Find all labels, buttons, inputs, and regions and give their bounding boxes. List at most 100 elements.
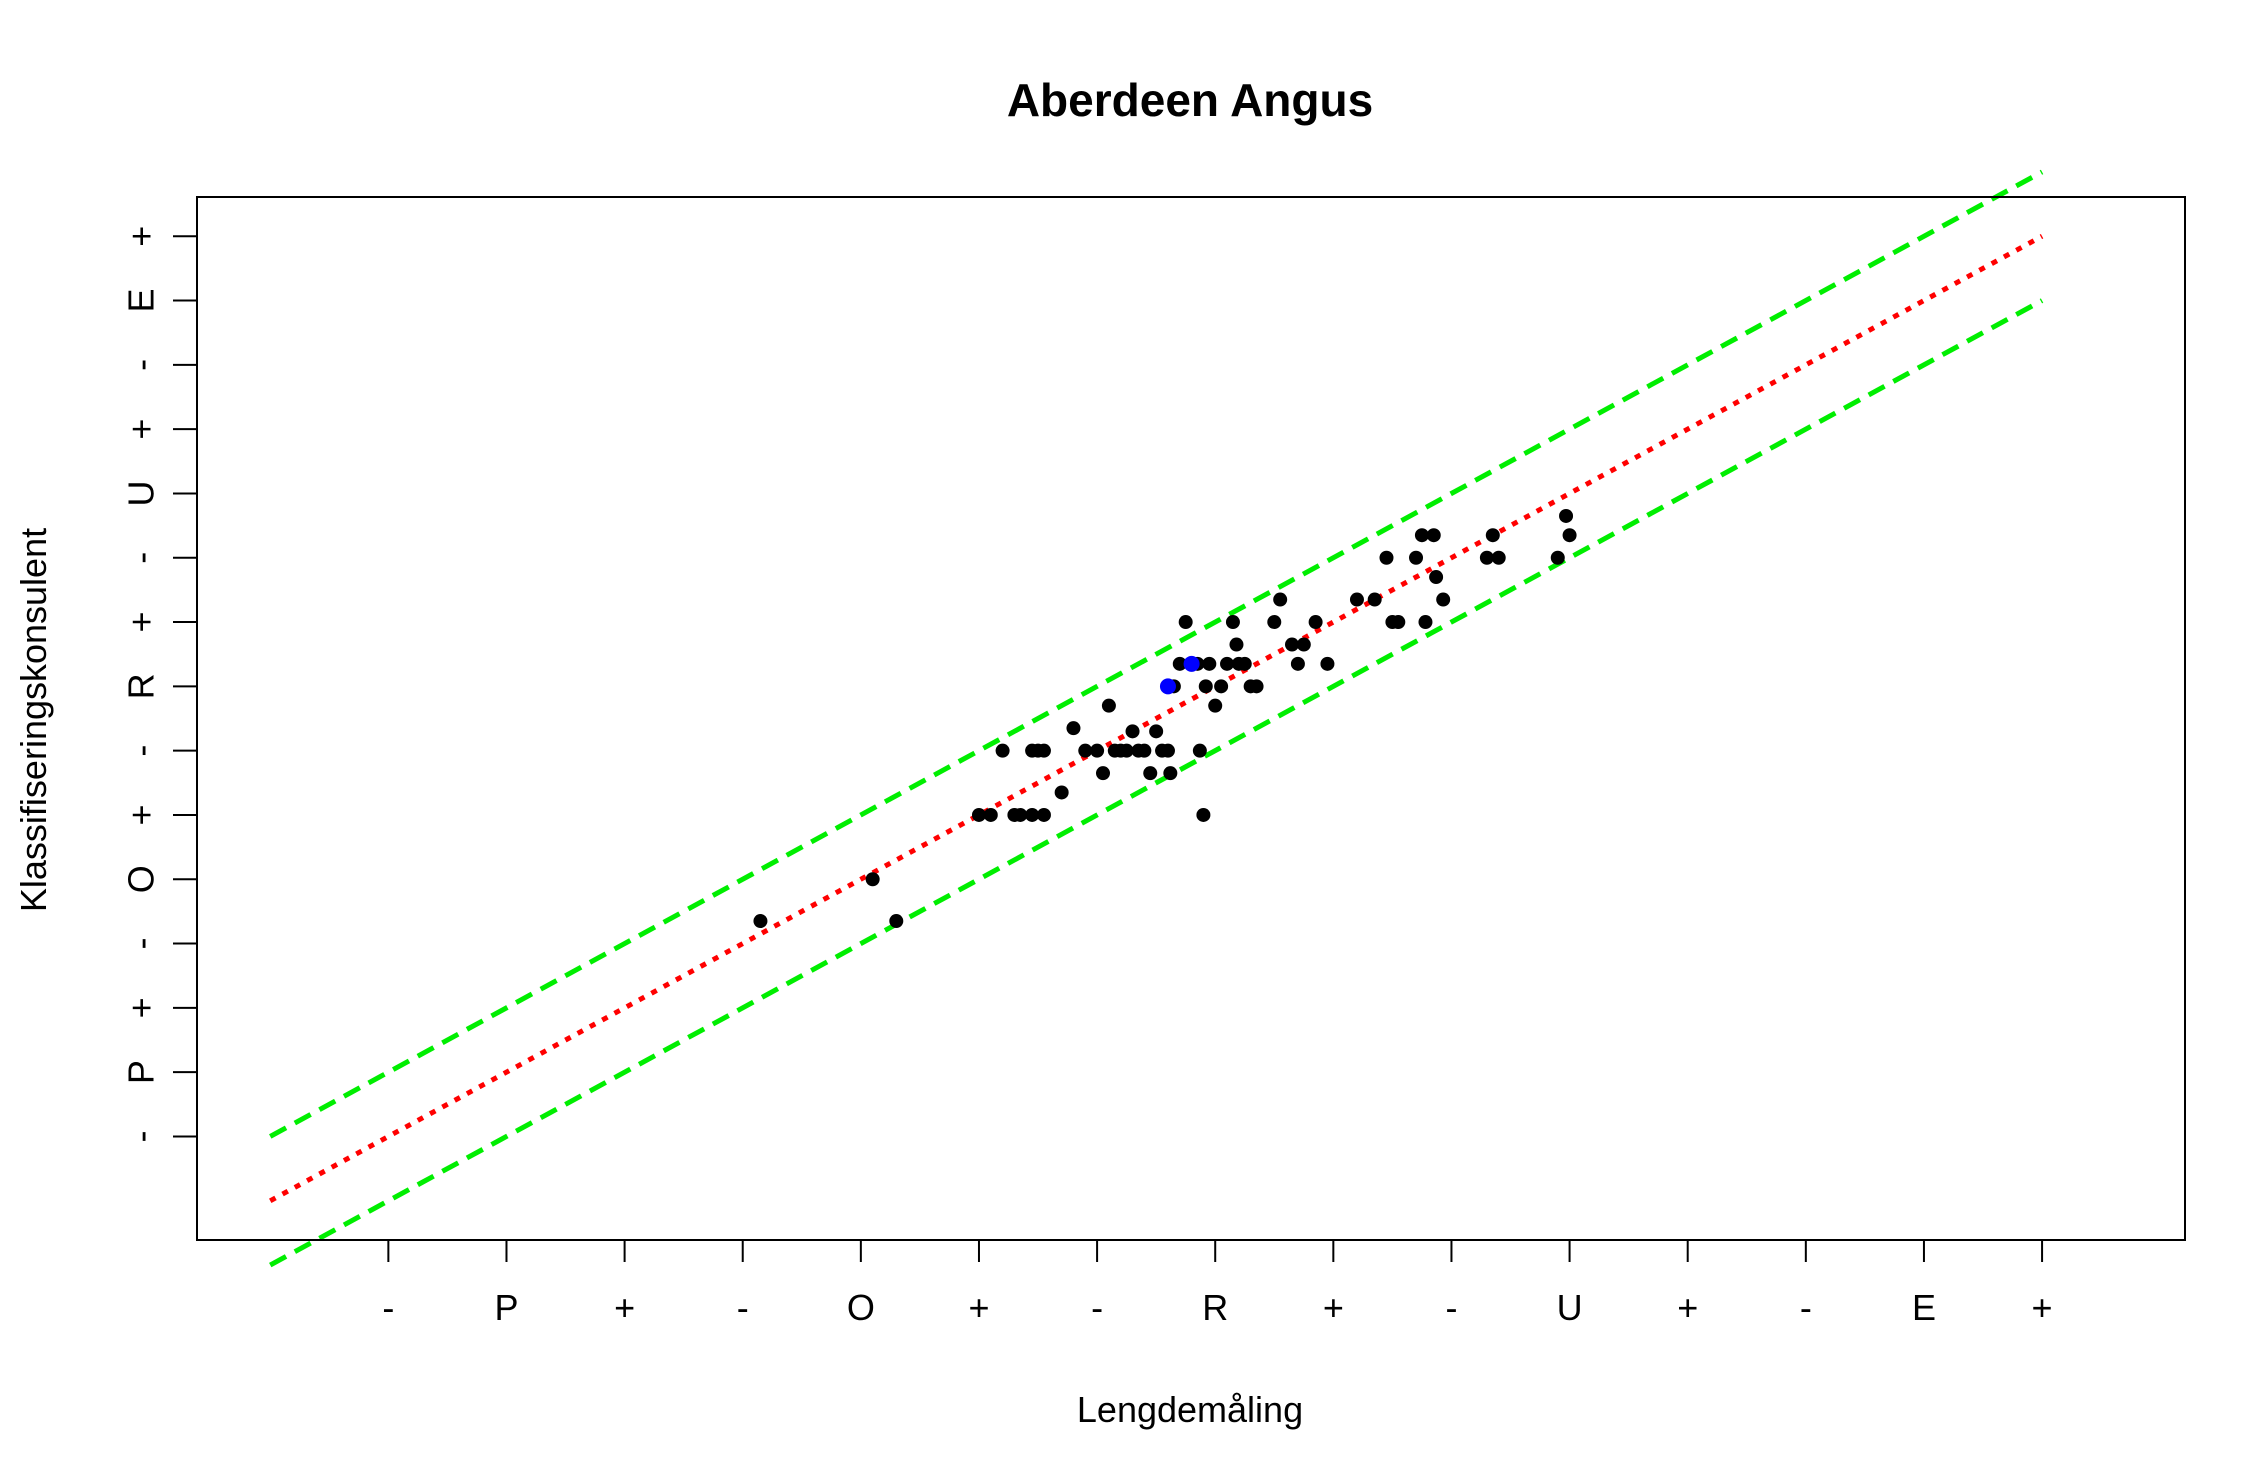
x-tick-label: R (1202, 1287, 1228, 1328)
y-tick-label: P (121, 1060, 162, 1084)
x-tick-label: + (1323, 1287, 1344, 1328)
data-point (1101, 698, 1116, 713)
y-tick-label: + (121, 226, 162, 247)
data-point (1090, 743, 1105, 758)
x-tick-label: - (382, 1287, 394, 1328)
reference-lines (269, 169, 2044, 1268)
reference-line-lower-band (269, 298, 2044, 1268)
data-point (1273, 592, 1288, 607)
data-point (1160, 743, 1175, 758)
data-point (1491, 550, 1506, 565)
x-tick-label: + (2032, 1287, 2053, 1328)
data-point (1208, 698, 1223, 713)
data-point (1367, 592, 1382, 607)
data-point (1225, 615, 1240, 630)
reference-line-upper-band (269, 169, 2044, 1139)
data-point (1198, 679, 1213, 694)
x-tick-label: + (968, 1287, 989, 1328)
data-point (1550, 550, 1565, 565)
data-point (1036, 807, 1051, 822)
y-tick-label: - (121, 552, 162, 564)
data-point (1066, 721, 1081, 736)
x-axis: - P + - O + - R + - U + - E + (382, 1240, 2053, 1328)
highlight-point (1183, 655, 1200, 672)
data-point (971, 807, 986, 822)
x-tick-label: - (1091, 1287, 1103, 1328)
x-tick-label: P (494, 1287, 518, 1328)
data-point (1414, 528, 1429, 543)
data-point (1426, 528, 1441, 543)
data-point (1220, 656, 1235, 671)
y-tick-label: R (121, 673, 162, 699)
x-tick-label: O (847, 1287, 875, 1328)
y-tick-label: O (121, 865, 162, 893)
data-point (1379, 550, 1394, 565)
data-point (889, 914, 904, 929)
data-point (753, 914, 768, 929)
data-points (753, 508, 1577, 929)
data-point (1137, 743, 1152, 758)
y-tick-label: - (121, 938, 162, 950)
y-tick-label: + (121, 997, 162, 1018)
data-point (1119, 743, 1134, 758)
data-point (865, 872, 880, 887)
y-tick-label: + (121, 612, 162, 633)
data-point (1308, 615, 1323, 630)
data-point (1429, 570, 1444, 585)
data-point (1054, 785, 1069, 800)
x-tick-label: - (737, 1287, 749, 1328)
y-axis: - P + - O + - R + - U + - E + (121, 226, 197, 1142)
data-point (1418, 615, 1433, 630)
data-point (1202, 656, 1217, 671)
y-tick-label: + (121, 804, 162, 825)
y-tick-label: + (121, 419, 162, 440)
data-point (1163, 766, 1178, 781)
data-point (1125, 724, 1140, 739)
x-tick-label: E (1912, 1287, 1936, 1328)
data-point (1284, 637, 1299, 652)
data-point (1178, 615, 1193, 630)
data-point (1479, 550, 1494, 565)
data-point (1559, 508, 1574, 523)
data-point (995, 743, 1010, 758)
data-point (1320, 656, 1335, 671)
data-point (1214, 679, 1229, 694)
data-point (983, 807, 998, 822)
data-point (1025, 807, 1040, 822)
data-point (1267, 615, 1282, 630)
data-point (1196, 807, 1211, 822)
y-tick-label: - (121, 359, 162, 371)
x-tick-label: - (1800, 1287, 1812, 1328)
reference-line-identity (269, 234, 2044, 1203)
y-tick-label: E (121, 289, 162, 313)
data-point (1349, 592, 1364, 607)
data-point (1013, 807, 1028, 822)
x-tick-label: + (614, 1287, 635, 1328)
highlight-point (1159, 678, 1176, 695)
x-tick-label: U (1557, 1287, 1583, 1328)
plot-frame (196, 196, 2186, 1241)
data-point (1485, 528, 1500, 543)
data-point (1143, 766, 1158, 781)
data-point (1409, 550, 1424, 565)
data-point (1290, 656, 1305, 671)
data-point (1562, 528, 1577, 543)
data-point (1172, 656, 1187, 671)
data-point (1296, 637, 1311, 652)
data-point (1229, 637, 1244, 652)
data-point (1036, 743, 1051, 758)
x-tick-label: + (1677, 1287, 1698, 1328)
data-point (1095, 766, 1110, 781)
data-point (1237, 656, 1252, 671)
x-tick-label: - (1445, 1287, 1457, 1328)
data-point (1391, 615, 1406, 630)
data-point (1192, 743, 1207, 758)
data-point (1436, 592, 1451, 607)
y-tick-label: - (121, 1130, 162, 1142)
data-point (1249, 679, 1264, 694)
data-point (1149, 724, 1164, 739)
y-tick-label: U (121, 480, 162, 506)
y-tick-label: - (121, 745, 162, 757)
y-axis-label: Klassifiseringskonsulent (13, 528, 54, 912)
